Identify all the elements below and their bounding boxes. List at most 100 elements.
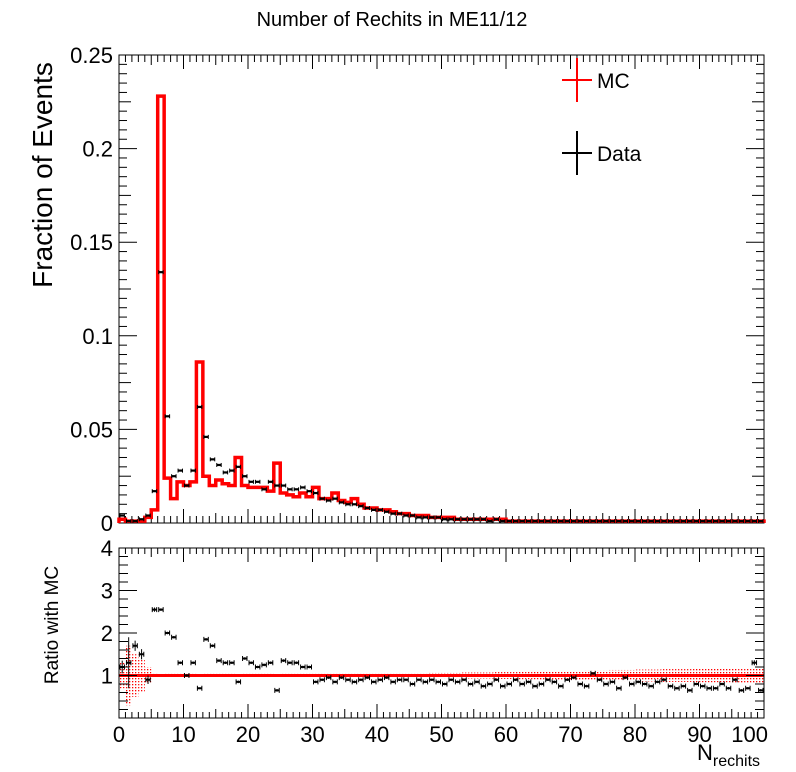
legend-entry-data: Data <box>562 131 642 175</box>
data-point <box>558 519 564 524</box>
data-point <box>680 519 687 524</box>
data-point <box>532 519 538 524</box>
data-point <box>616 519 622 524</box>
ratio-point <box>687 687 693 693</box>
data-point <box>364 506 371 511</box>
ratio-point <box>712 685 719 691</box>
main-y-tick-labels: 0 0.05 0.1 0.15 0.2 0.25 <box>70 43 113 536</box>
data-point <box>383 509 390 514</box>
ratio-point <box>229 660 235 666</box>
main-panel: 0 0.05 0.1 0.15 0.2 0.25 Fraction of Events M… <box>27 43 766 536</box>
main-y-tick-label: 0.05 <box>70 417 113 442</box>
data-point <box>751 519 758 524</box>
ratio-point <box>454 679 461 685</box>
mc-histogram-line <box>117 94 766 523</box>
ratio-point <box>661 677 667 683</box>
ratio-point <box>164 630 171 636</box>
ratio-point <box>435 679 441 685</box>
data-point <box>151 489 158 494</box>
data-point <box>422 515 429 520</box>
data-point <box>719 519 725 524</box>
ratio-point <box>480 683 487 689</box>
ratio-point <box>667 683 674 689</box>
ratio-point <box>345 677 351 683</box>
data-point <box>641 519 648 524</box>
ratio-point <box>158 607 164 613</box>
ratio-point <box>196 685 203 691</box>
data-point <box>706 519 712 524</box>
ratio-point <box>319 677 325 683</box>
ratio-point <box>706 685 712 691</box>
data-point <box>667 519 674 524</box>
ratio-point <box>325 675 332 681</box>
data-point <box>487 519 493 524</box>
data-point <box>338 500 345 505</box>
ratio-point <box>409 681 416 687</box>
x-axis-label-sub: rechits <box>713 753 760 770</box>
ratio-point <box>190 660 196 666</box>
data-point <box>732 519 738 524</box>
ratio-points <box>119 607 764 693</box>
ratio-point <box>377 677 383 683</box>
data-point <box>506 519 512 524</box>
data-point <box>519 519 525 524</box>
data-point <box>674 519 680 524</box>
legend-mc-label: MC <box>597 70 630 93</box>
chart-title: Number of Rechits in ME11/12 <box>257 9 528 31</box>
data-point <box>248 479 254 484</box>
data-point <box>725 519 732 524</box>
data-point <box>712 519 719 524</box>
ratio-point <box>700 683 706 689</box>
ratio-point <box>641 681 648 687</box>
ratio-point <box>371 679 377 685</box>
ratio-point <box>719 681 725 687</box>
data-point <box>164 414 171 419</box>
ratio-point <box>132 640 138 651</box>
ratio-point <box>332 679 338 685</box>
ratio-y-tick-label: 2 <box>101 621 113 646</box>
data-point <box>261 487 267 492</box>
data-point <box>461 517 467 522</box>
data-point <box>132 519 138 524</box>
data-point <box>629 519 635 524</box>
data-point <box>184 483 190 488</box>
ratio-point <box>654 679 661 685</box>
data-point <box>242 474 248 479</box>
ratio-point <box>429 677 435 683</box>
data-point <box>758 519 764 524</box>
data-point <box>687 519 693 524</box>
data-point <box>254 479 261 484</box>
ratio-point <box>532 683 538 689</box>
data-point <box>222 470 229 475</box>
data-point <box>396 511 403 516</box>
ratio-point <box>732 677 738 683</box>
x-tick-label: 80 <box>623 722 647 747</box>
x-tick-label: 0 <box>113 722 125 747</box>
data-point <box>325 498 332 503</box>
data-point <box>454 517 461 522</box>
data-point <box>119 513 125 518</box>
data-point <box>635 519 641 524</box>
ratio-point <box>525 679 532 685</box>
ratio-point <box>693 681 699 687</box>
main-y-tick-label: 0 <box>101 511 113 536</box>
main-y-axis-label: Fraction of Events <box>27 62 58 288</box>
data-point <box>571 519 577 524</box>
main-axis-ticks <box>118 54 765 524</box>
x-tick-label: 10 <box>171 722 195 747</box>
main-plot-frame <box>118 54 765 524</box>
ratio-point <box>648 683 654 689</box>
ratio-point <box>442 681 448 687</box>
data-point <box>480 517 487 522</box>
data-point <box>125 519 132 524</box>
ratio-point <box>390 679 396 685</box>
ratio-point <box>138 649 145 660</box>
data-point <box>332 496 338 501</box>
data-point <box>300 485 306 490</box>
data-point <box>435 515 441 520</box>
data-point <box>280 483 287 488</box>
ratio-point <box>635 679 641 685</box>
ratio-point <box>216 658 222 664</box>
data-point <box>583 519 590 524</box>
